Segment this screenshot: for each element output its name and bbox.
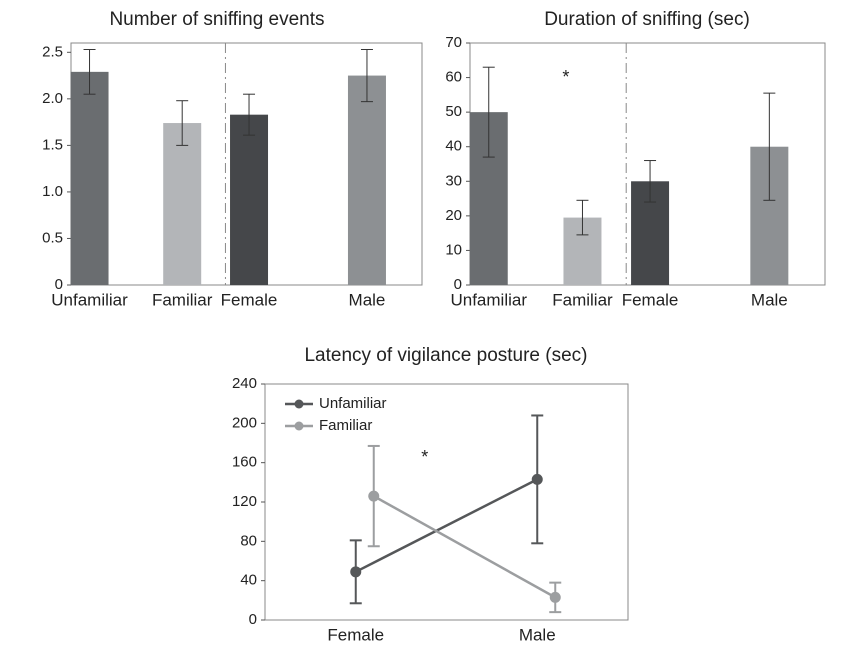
point	[368, 490, 380, 502]
x-tick-label: Unfamiliar	[450, 290, 527, 309]
chart-title: Duration of sniffing (sec)	[544, 9, 750, 30]
y-tick-label: 10	[445, 241, 462, 258]
bar	[347, 75, 386, 285]
y-tick-label: 70	[445, 34, 462, 51]
y-tick-label: 0	[55, 276, 63, 293]
y-tick-label: 0	[249, 611, 257, 628]
x-tick-label: Familiar	[552, 290, 613, 309]
y-tick-label: 30	[445, 172, 462, 189]
series-line	[355, 478, 538, 573]
y-tick-label: 40	[240, 572, 257, 589]
y-tick-label: 60	[445, 69, 462, 86]
bar	[163, 123, 202, 286]
y-tick-label: 50	[445, 103, 462, 120]
y-tick-label: 0.5	[42, 229, 63, 246]
x-tick-label: Unfamiliar	[51, 290, 128, 309]
x-tick-label: Male	[519, 625, 556, 644]
legend-label: Unfamiliar	[319, 395, 387, 412]
y-tick-label: 160	[232, 454, 257, 471]
y-tick-label: 2.0	[42, 90, 63, 107]
legend-label: Familiar	[319, 417, 372, 434]
y-tick-label: 120	[232, 493, 257, 510]
bar	[230, 114, 269, 286]
point	[350, 566, 362, 578]
legend-marker	[294, 399, 304, 409]
chart-title: Latency of vigilance posture (sec)	[304, 345, 587, 366]
y-tick-label: 1.0	[42, 183, 63, 200]
y-tick-label: 0	[454, 276, 462, 293]
series-line	[373, 495, 556, 599]
y-tick-label: 240	[232, 375, 257, 392]
y-tick-label: 40	[445, 138, 462, 155]
point	[549, 591, 561, 603]
x-tick-label: Familiar	[152, 290, 213, 309]
bar	[70, 71, 109, 285]
y-tick-label: 2.5	[42, 43, 63, 60]
annotation: *	[562, 67, 569, 87]
legend-marker	[294, 421, 304, 431]
y-tick-label: 200	[232, 414, 257, 431]
x-tick-label: Female	[221, 290, 278, 309]
y-tick-label: 20	[445, 207, 462, 224]
x-tick-label: Female	[327, 625, 384, 644]
x-tick-label: Female	[622, 290, 679, 309]
y-tick-label: 1.5	[42, 136, 63, 153]
x-tick-label: Male	[349, 290, 386, 309]
annotation: *	[421, 447, 428, 467]
y-tick-label: 80	[240, 532, 257, 549]
x-tick-label: Male	[751, 290, 788, 309]
chart-title: Number of sniffing events	[109, 9, 324, 30]
point	[531, 473, 543, 485]
